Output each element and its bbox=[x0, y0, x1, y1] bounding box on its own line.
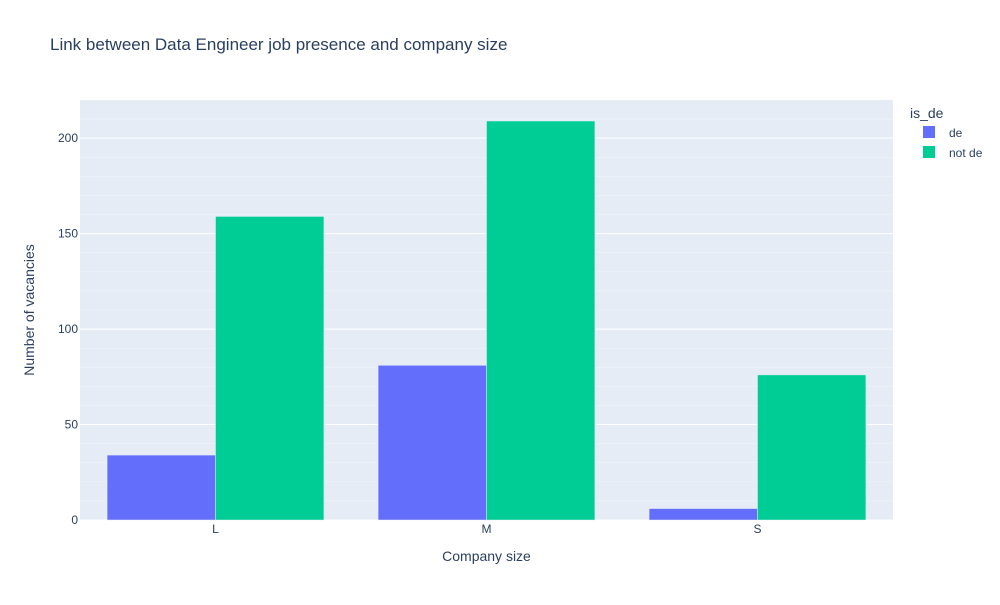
bar-not-de-L bbox=[215, 216, 325, 521]
legend-title: is_de bbox=[910, 105, 944, 121]
bar-not-de-M bbox=[486, 120, 596, 521]
y-tick-label: 50 bbox=[65, 418, 79, 432]
x-tick-label: L bbox=[212, 522, 219, 536]
bar-de-M bbox=[377, 365, 487, 521]
y-tick-label: 200 bbox=[58, 131, 78, 145]
x-axis-label: Company size bbox=[442, 548, 531, 564]
bar-de-L bbox=[106, 454, 216, 521]
bars bbox=[106, 120, 867, 521]
bar-not-de-S bbox=[757, 374, 867, 521]
legend-label-de[interactable]: de bbox=[949, 126, 963, 140]
legend-swatch-not-de[interactable] bbox=[923, 146, 935, 158]
y-tick-label: 150 bbox=[58, 227, 78, 241]
legend: is_de de not de bbox=[910, 105, 983, 160]
y-axis-ticks: 0 50 100 150 200 bbox=[58, 131, 78, 527]
x-tick-label: M bbox=[482, 522, 492, 536]
y-tick-label: 100 bbox=[58, 322, 78, 336]
y-axis-label: Number of vacancies bbox=[21, 244, 37, 376]
legend-swatch-de[interactable] bbox=[923, 126, 935, 138]
y-tick-label: 0 bbox=[71, 513, 78, 527]
chart-title: Link between Data Engineer job presence … bbox=[50, 35, 507, 54]
x-tick-label: S bbox=[753, 522, 761, 536]
legend-label-not-de[interactable]: not de bbox=[949, 146, 983, 160]
bar-de-S bbox=[648, 508, 758, 521]
